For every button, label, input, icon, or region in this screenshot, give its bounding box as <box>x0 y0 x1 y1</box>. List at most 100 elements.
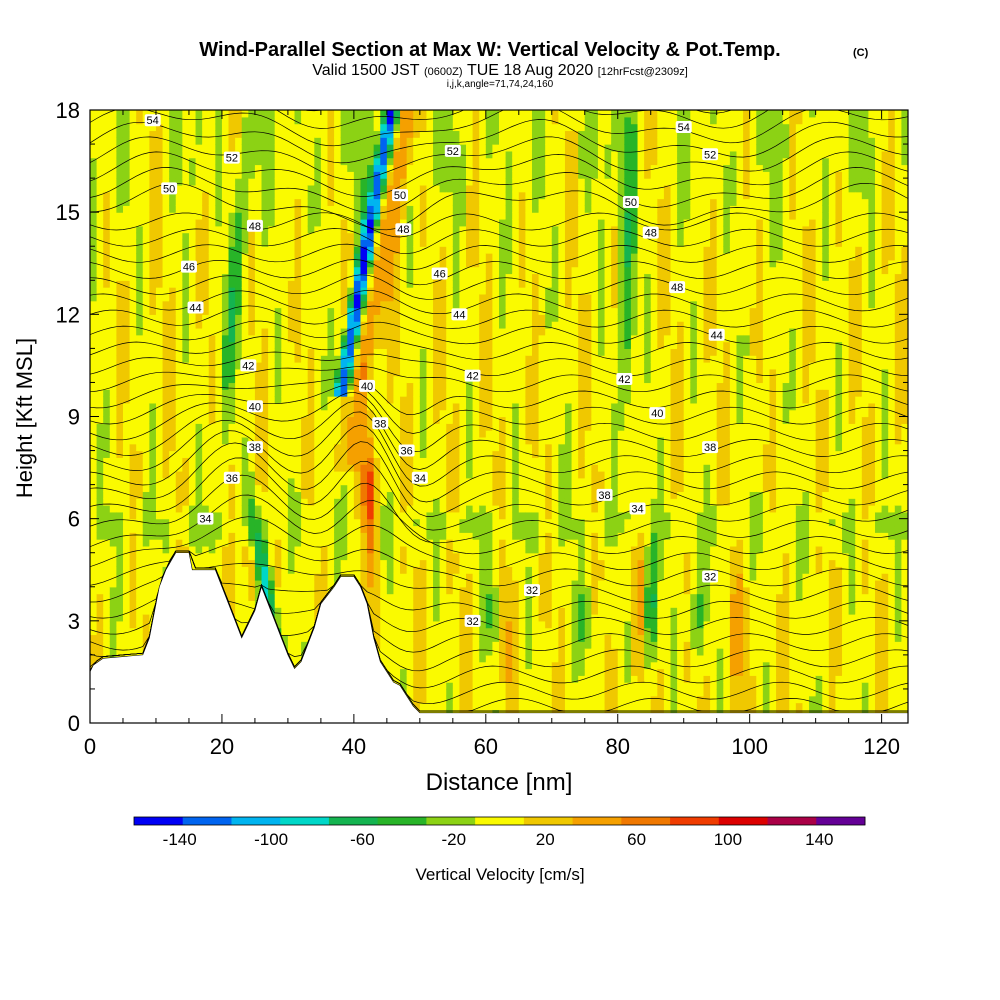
velocity-cell <box>215 348 223 356</box>
velocity-cell <box>169 266 177 275</box>
velocity-cell <box>413 164 421 172</box>
velocity-cell <box>208 375 216 384</box>
velocity-cell <box>314 484 322 493</box>
velocity-cell <box>103 511 111 520</box>
velocity-cell <box>274 477 282 486</box>
velocity-cell <box>426 205 434 213</box>
velocity-cell <box>90 307 98 315</box>
velocity-cell <box>386 307 395 315</box>
velocity-cell <box>301 396 309 404</box>
velocity-cell <box>334 470 342 479</box>
velocity-cell <box>109 280 117 288</box>
velocity-cell <box>334 239 342 247</box>
velocity-cell <box>254 362 263 370</box>
velocity-cell <box>314 566 322 574</box>
velocity-cell <box>419 552 428 561</box>
velocity-cell <box>307 137 315 145</box>
velocity-cell <box>400 218 408 227</box>
velocity-cell <box>235 321 243 329</box>
velocity-cell <box>287 484 296 493</box>
velocity-cell <box>208 307 216 315</box>
velocity-cell <box>208 389 216 397</box>
velocity-cell <box>301 614 309 622</box>
velocity-cell <box>393 341 401 349</box>
velocity-cell <box>406 552 414 561</box>
velocity-cell <box>90 450 98 458</box>
velocity-cell <box>202 300 210 309</box>
velocity-cell <box>169 402 177 411</box>
velocity-cell <box>274 532 282 540</box>
velocity-cell <box>314 218 322 227</box>
velocity-cell <box>386 389 395 397</box>
velocity-cell <box>228 430 236 438</box>
velocity-cell <box>175 191 183 200</box>
velocity-cell <box>149 430 157 438</box>
velocity-cell <box>393 436 401 445</box>
velocity-cell <box>320 566 329 574</box>
velocity-cell <box>122 150 131 159</box>
velocity-cell <box>175 545 183 554</box>
velocity-cell <box>188 423 197 431</box>
velocity-cell <box>155 416 164 424</box>
velocity-cell <box>208 539 216 547</box>
velocity-cell <box>129 457 137 465</box>
velocity-cell <box>400 246 408 254</box>
velocity-cell <box>386 198 395 206</box>
velocity-cell <box>274 593 282 601</box>
velocity-cell <box>175 382 183 390</box>
velocity-cell <box>109 144 117 152</box>
velocity-cell <box>202 287 210 295</box>
velocity-cell <box>268 130 276 138</box>
velocity-cell <box>136 266 144 275</box>
velocity-cell <box>419 314 428 322</box>
velocity-cell <box>287 144 296 152</box>
velocity-cell <box>373 525 381 533</box>
velocity-cell <box>320 137 329 145</box>
velocity-cell <box>294 518 302 527</box>
velocity-cell <box>400 579 408 588</box>
velocity-cell <box>96 511 104 520</box>
velocity-cell <box>301 607 309 615</box>
velocity-cell <box>188 443 197 452</box>
velocity-cell <box>235 184 243 193</box>
velocity-cell <box>380 246 388 254</box>
velocity-cell <box>268 110 276 118</box>
velocity-cell <box>340 430 348 438</box>
velocity-cell <box>109 518 117 527</box>
velocity-cell <box>314 273 322 281</box>
velocity-cell <box>360 110 368 118</box>
velocity-cell <box>386 627 395 636</box>
velocity-cell <box>248 259 256 268</box>
velocity-cell <box>400 423 408 431</box>
velocity-cell <box>347 307 355 315</box>
velocity-cell <box>248 212 256 220</box>
velocity-cell <box>142 593 150 601</box>
velocity-cell <box>439 375 447 384</box>
velocity-cell <box>340 314 348 322</box>
velocity-cell <box>406 620 414 629</box>
velocity-cell <box>287 171 296 179</box>
velocity-cell <box>261 402 269 411</box>
velocity-cell <box>116 218 124 227</box>
velocity-cell <box>353 280 362 288</box>
velocity-cell <box>261 266 269 275</box>
velocity-cell <box>400 641 408 649</box>
velocity-cell <box>287 491 296 499</box>
velocity-cell <box>122 191 131 200</box>
velocity-cell <box>268 586 276 595</box>
velocity-cell <box>406 600 414 608</box>
velocity-cell <box>433 212 441 220</box>
velocity-cell <box>202 477 210 486</box>
velocity-cell <box>380 314 388 322</box>
velocity-cell <box>129 293 137 302</box>
velocity-cell <box>149 375 157 384</box>
velocity-cell <box>274 178 282 186</box>
velocity-cell <box>202 116 210 125</box>
velocity-cell <box>268 532 276 540</box>
velocity-cell <box>149 566 157 574</box>
velocity-cell <box>353 293 362 302</box>
velocity-cell <box>373 157 381 166</box>
velocity-cell <box>426 559 434 567</box>
velocity-cell <box>353 164 362 172</box>
velocity-cell <box>314 212 322 220</box>
